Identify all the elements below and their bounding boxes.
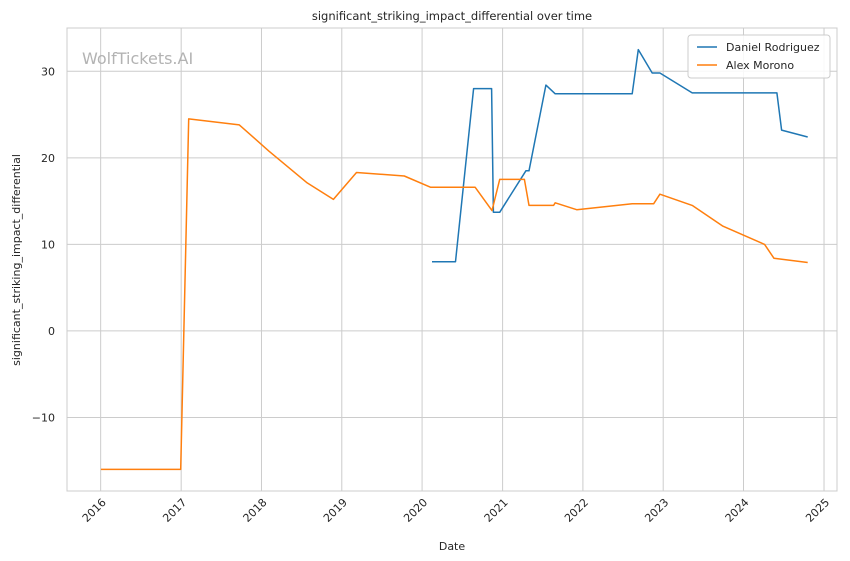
watermark-text: WolfTickets.AI <box>82 49 193 68</box>
chart-title: significant_striking_impact_differential… <box>312 9 592 23</box>
legend-label: Daniel Rodriguez <box>726 41 820 54</box>
series-line-daniel-rodriguez <box>432 48 808 263</box>
legend: Daniel Rodriguez Alex Morono <box>687 34 831 79</box>
y-tick-label: 10 <box>41 238 55 251</box>
plot-frame <box>66 27 838 492</box>
y-tick-label: 20 <box>41 152 55 165</box>
y-tick-label: 0 <box>48 325 55 338</box>
legend-label: Alex Morono <box>726 59 794 72</box>
grid-lines <box>67 28 837 491</box>
series-lines <box>100 48 808 471</box>
y-tick-label: −10 <box>32 411 55 424</box>
y-tick-label: 30 <box>41 65 55 78</box>
legend-box <box>687 34 831 79</box>
x-axis-title: Date <box>439 540 466 553</box>
y-axis-title: significant_striking_impact_differential <box>10 154 23 366</box>
series-line-alex-morono <box>100 118 808 471</box>
